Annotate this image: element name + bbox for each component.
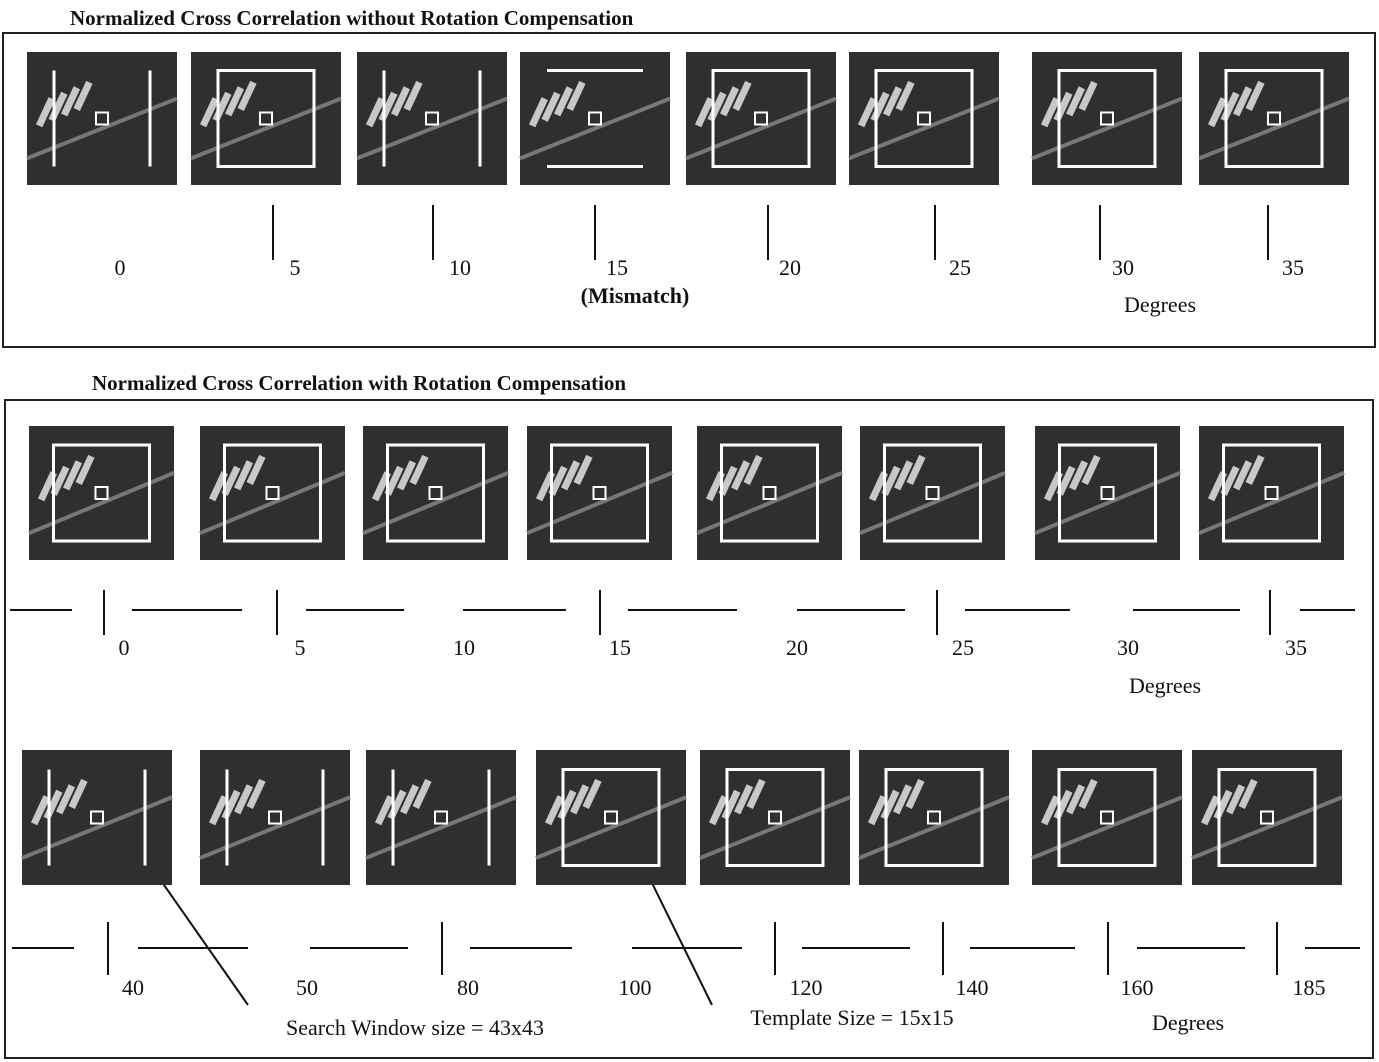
figure: Normalized Cross Correlation without Rot… [0,0,1379,1062]
angle-label: 10 [453,635,475,660]
thumbnail [200,750,350,885]
angle-label: 25 [952,635,974,660]
unit-label: Degrees [1129,673,1201,698]
angle-label: 15 [609,635,631,660]
unit-label: Degrees [1124,292,1196,317]
panel-title: Normalized Cross Correlation without Rot… [70,6,634,30]
angle-label: 80 [457,975,479,1000]
angle-label: 25 [949,255,971,280]
angle-label: 0 [119,635,130,660]
angle-label: 35 [1282,255,1304,280]
angle-label: 15 [606,255,628,280]
angle-label: 140 [956,975,989,1000]
angle-label: 50 [296,975,318,1000]
angle-label: 5 [290,255,301,280]
thumbnail [22,750,172,885]
angle-label: 0 [115,255,126,280]
note: (Mismatch) [581,283,690,308]
angle-label: 5 [295,635,306,660]
angle-label: 30 [1117,635,1139,660]
annotation: Template Size = 15x15 [750,1005,953,1030]
angle-label: 20 [779,255,801,280]
angle-label: 160 [1121,975,1154,1000]
angle-label: 10 [449,255,471,280]
panel-title: Normalized Cross Correlation with Rotati… [92,371,626,395]
unit-label: Degrees [1152,1010,1224,1035]
annotation: Search Window size = 43x43 [286,1015,544,1040]
angle-label: 185 [1293,975,1326,1000]
angle-label: 40 [122,975,144,1000]
angle-label: 30 [1112,255,1134,280]
annotation-line [150,865,248,1005]
angle-label: 35 [1285,635,1307,660]
angle-label: 120 [790,975,823,1000]
angle-label: 100 [619,975,652,1000]
thumbnail [366,750,516,885]
angle-label: 20 [786,635,808,660]
